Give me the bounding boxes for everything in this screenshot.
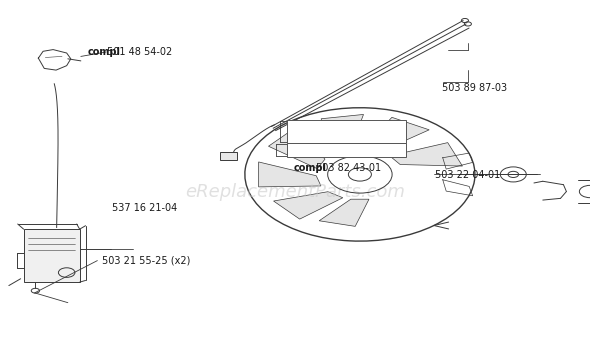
Text: compl: compl bbox=[294, 162, 327, 173]
Text: 503 78 32-01 (x2): 503 78 32-01 (x2) bbox=[294, 122, 375, 131]
Text: 503 89 87-03: 503 89 87-03 bbox=[442, 83, 507, 93]
Text: eReplacementParts.com: eReplacementParts.com bbox=[185, 183, 405, 200]
Polygon shape bbox=[362, 117, 429, 152]
Text: 503 22 04-01: 503 22 04-01 bbox=[435, 170, 501, 180]
Text: 503 82 43-01: 503 82 43-01 bbox=[316, 162, 381, 173]
FancyBboxPatch shape bbox=[24, 229, 80, 282]
Text: 503 21 55-25 (x2): 503 21 55-25 (x2) bbox=[102, 255, 191, 266]
Polygon shape bbox=[321, 115, 363, 154]
Text: compl: compl bbox=[87, 47, 120, 57]
Text: 503 89 50-01 (x2): 503 89 50-01 (x2) bbox=[294, 130, 375, 139]
Text: 503 79 05-02 (x2): 503 79 05-02 (x2) bbox=[294, 145, 375, 154]
Polygon shape bbox=[258, 162, 321, 187]
Text: 537 16 21-04: 537 16 21-04 bbox=[112, 203, 178, 213]
Text: 501 48 54-02: 501 48 54-02 bbox=[107, 47, 172, 57]
Polygon shape bbox=[268, 127, 325, 169]
Polygon shape bbox=[274, 192, 343, 219]
Polygon shape bbox=[390, 143, 463, 166]
Polygon shape bbox=[319, 199, 369, 226]
FancyBboxPatch shape bbox=[220, 152, 237, 160]
FancyBboxPatch shape bbox=[287, 120, 406, 143]
FancyBboxPatch shape bbox=[287, 143, 406, 157]
